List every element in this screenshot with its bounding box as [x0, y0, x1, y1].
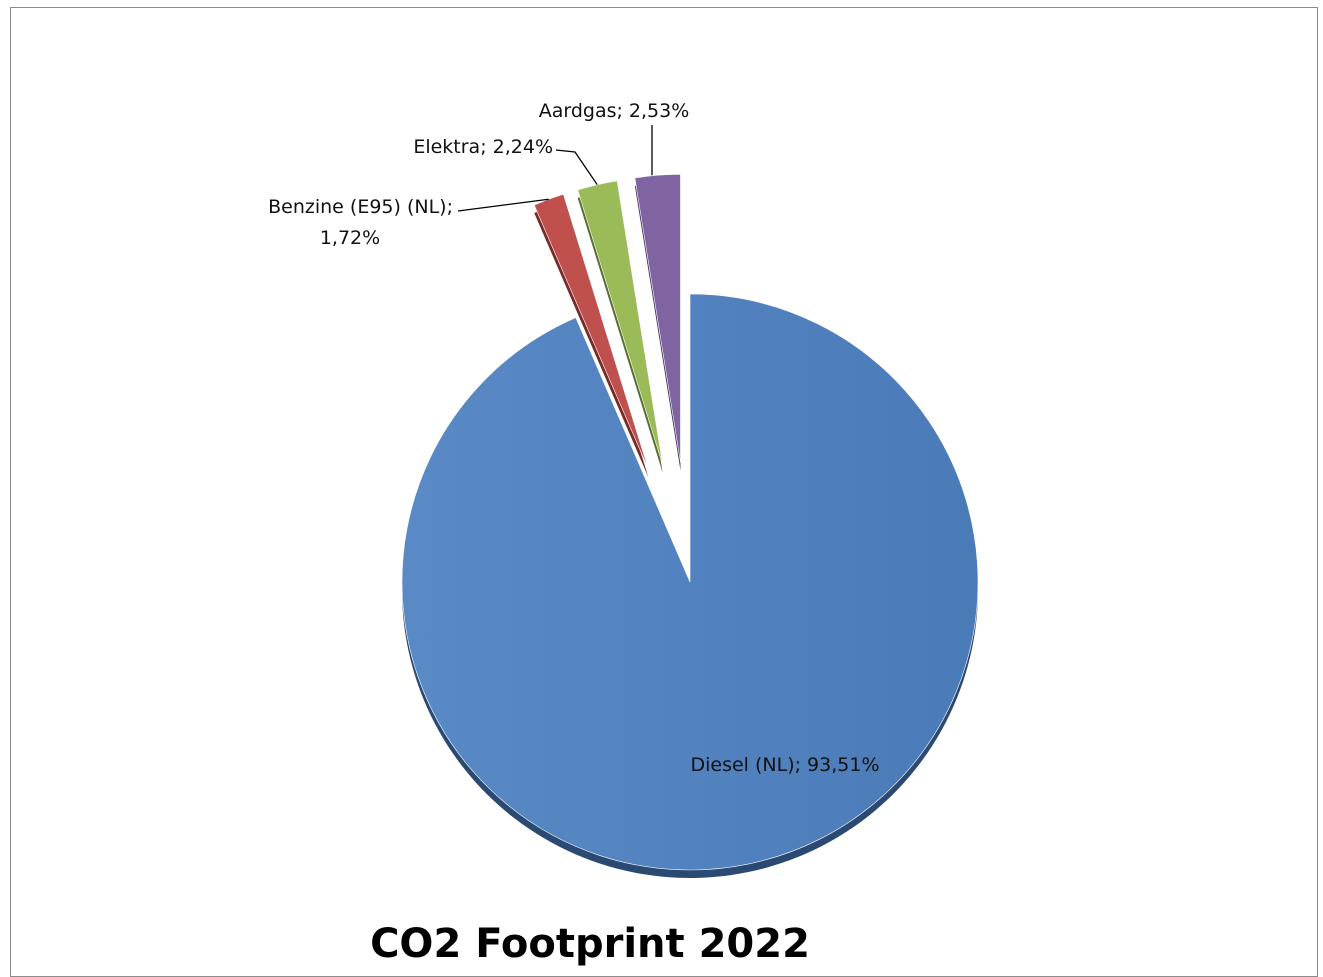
leader-benzine [457, 198, 549, 212]
slice-label-benzine-line2: 1,72% [320, 227, 380, 249]
leader-lines [457, 125, 653, 212]
slice-diesel-nl [401, 293, 979, 871]
slice-label-aardgas: Aardgas; 2,53% [539, 100, 690, 122]
pie-slices [401, 174, 979, 878]
slice-label-benzine-line1: Benzine (E95) (NL); [268, 196, 453, 218]
chart-title: CO2 Footprint 2022 [370, 921, 810, 967]
slice-label-elektra: Elektra; 2,24% [413, 136, 553, 158]
slice-labels: Diesel (NL); 93,51% Benzine (E95) (NL); 1,… [268, 100, 879, 776]
slice-aardgas [634, 174, 681, 463]
leader-elektra [555, 149, 598, 186]
slice-side-elektra [577, 188, 663, 474]
slice-label-diesel: Diesel (NL); 93,51% [690, 754, 879, 776]
